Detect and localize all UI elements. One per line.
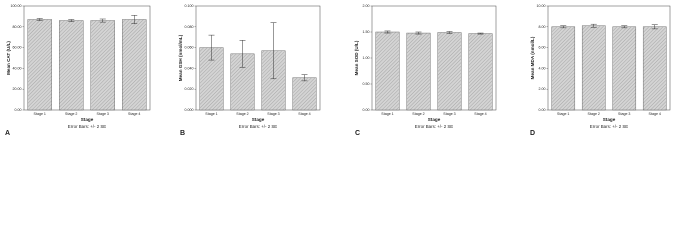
error-bar: [239, 40, 246, 68]
panel: 0.00 0.50 1.00 1.50 2.00 Stage 1 Stage 2 Stage …: [354, 4, 497, 137]
y-tick-label: 80.00: [13, 25, 22, 29]
y-tick-label: 20.00: [13, 87, 22, 91]
panel-letter: D: [530, 130, 535, 137]
error-bar: [415, 31, 422, 35]
bar: [612, 26, 637, 111]
panel: 0.00 20.00 40.00 60.00 80.00 100.00 Stage 1 Sta…: [5, 4, 151, 137]
y-tick-label: 0.080: [185, 25, 194, 29]
error-bar: [36, 18, 43, 21]
x-tick-label: Stage 1: [205, 112, 217, 116]
x-tick-label: Stage 4: [474, 112, 486, 116]
panel: 0.000 0.020 0.040 0.060 0.080 0.100 Stage 1 Sta…: [178, 4, 321, 137]
x-axis-title: Stage: [428, 117, 441, 122]
x-tick-label: Stage 3: [267, 112, 279, 116]
y-tick-label: 2.00: [363, 4, 370, 8]
x-tick-label: Stage 3: [97, 112, 109, 116]
y-tick-label: 8.00: [539, 25, 546, 29]
bar: [292, 77, 317, 111]
y-tick-label: 2.00: [539, 87, 546, 91]
y-tick-label: 100.00: [11, 4, 22, 8]
y-tick-label: 0.040: [185, 66, 194, 70]
x-axis-title: Stage: [252, 117, 265, 122]
error-bar: [131, 15, 138, 24]
bar: [27, 19, 52, 111]
bar: [468, 33, 493, 111]
error-bar: [477, 32, 484, 35]
y-tick-label: 4.00: [539, 66, 546, 70]
bar: [59, 20, 84, 111]
bar: [642, 26, 667, 111]
error-bar: [446, 31, 453, 34]
bar: [551, 26, 576, 111]
bar: [122, 19, 147, 111]
x-tick-label: Stage 4: [649, 112, 661, 116]
panel-letter: B: [180, 130, 185, 137]
error-bar: [270, 22, 277, 80]
y-tick-label: 0.00: [539, 108, 546, 112]
y-tick-label: 6.00: [539, 46, 546, 50]
y-tick-label: 40.00: [13, 66, 22, 70]
y-tick-label: 0.100: [185, 4, 194, 8]
bar: [437, 32, 462, 111]
y-tick-label: 0.00: [363, 108, 370, 112]
x-axis-title: Stage: [81, 117, 94, 122]
figure: 0.00 20.00 40.00 60.00 80.00 100.00 Stage 1 Sta…: [5, 4, 671, 137]
y-tick-label: 0.00: [15, 108, 22, 112]
x-tick-label: Stage 4: [128, 112, 140, 116]
y-tick-label: 0.50: [363, 82, 370, 86]
x-tick-label: Stage 4: [298, 112, 310, 116]
error-bar: [560, 25, 567, 29]
x-axis-title: Stage: [603, 117, 616, 122]
x-tick-label: Stage 3: [443, 112, 455, 116]
x-tick-label: Stage 2: [65, 112, 77, 116]
note: Error Bars: +/- 2 SE: [415, 124, 454, 129]
panel-letter: A: [5, 130, 10, 137]
y-axis-title: Mean MDA (nmol/L): [530, 36, 535, 79]
bar: [581, 25, 606, 111]
error-bar: [208, 34, 215, 61]
error-bar: [68, 19, 75, 22]
note: Error Bars: +/- 2 SE: [590, 124, 629, 129]
error-bar: [301, 74, 308, 82]
error-bar: [651, 24, 658, 30]
x-tick-label: Stage 1: [557, 112, 569, 116]
note: Error Bars: +/- 2 SE: [68, 124, 107, 129]
x-tick-label: Stage 2: [412, 112, 424, 116]
error-bar: [99, 18, 106, 23]
x-tick-label: Stage 1: [34, 112, 46, 116]
bar: [90, 20, 115, 111]
x-tick-label: Stage 2: [236, 112, 248, 116]
y-tick-label: 0.060: [185, 46, 194, 50]
error-bar: [590, 23, 597, 28]
y-tick-label: 10.00: [537, 4, 546, 8]
x-tick-label: Stage 2: [588, 112, 600, 116]
error-bar: [384, 30, 391, 34]
y-axis-title: Mean CAT (U/L): [6, 41, 11, 75]
x-tick-label: Stage 1: [381, 112, 393, 116]
note: Error Bars: +/- 2 SE: [239, 124, 278, 129]
error-bar: [621, 25, 628, 29]
bar: [375, 31, 400, 111]
y-tick-label: 1.50: [363, 30, 370, 34]
y-tick-label: 60.00: [13, 46, 22, 50]
bar: [406, 32, 431, 111]
x-tick-label: Stage 3: [618, 112, 630, 116]
y-axis-title: Mean SOD (U/L): [354, 40, 359, 75]
y-tick-label: 0.020: [185, 87, 194, 91]
y-axis-title: Mean GSH (nmol/mL): [178, 34, 183, 81]
y-tick-label: 0.000: [185, 108, 194, 112]
y-tick-label: 1.00: [363, 56, 370, 60]
panel-letter: C: [355, 130, 360, 137]
